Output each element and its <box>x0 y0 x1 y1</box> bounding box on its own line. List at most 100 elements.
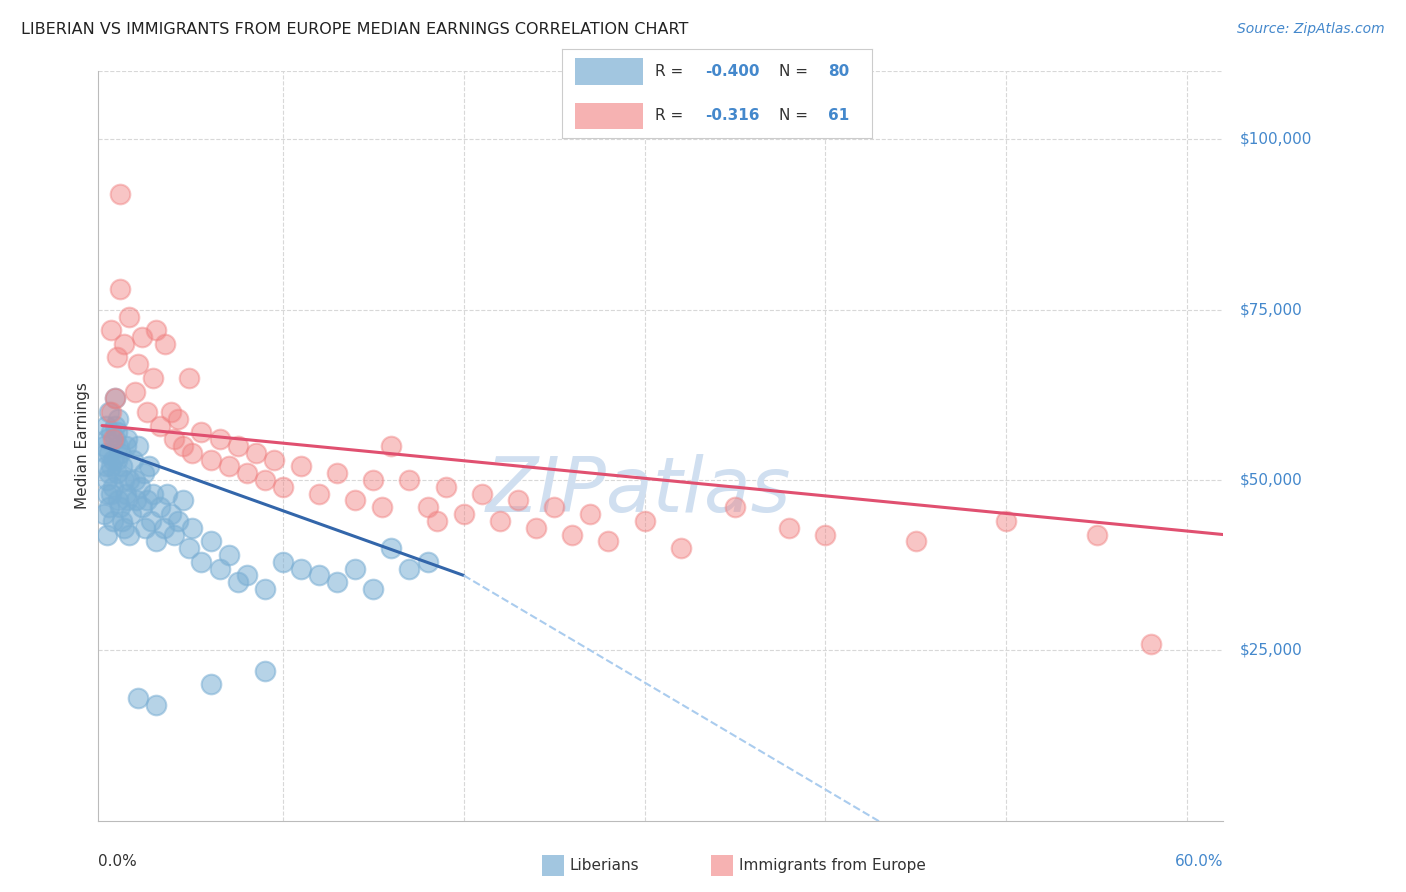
Point <box>94 446 117 460</box>
Text: 61: 61 <box>828 109 849 123</box>
Point <box>253 582 276 596</box>
Point <box>226 575 249 590</box>
Point <box>226 439 249 453</box>
Point <box>426 514 449 528</box>
Point <box>471 486 494 500</box>
Point <box>142 371 165 385</box>
Point <box>104 392 127 406</box>
Text: R =: R = <box>655 64 689 78</box>
Point <box>117 432 139 446</box>
Point <box>149 500 172 515</box>
Point <box>271 480 294 494</box>
Point <box>235 467 257 481</box>
Point <box>139 514 162 528</box>
Point <box>121 452 143 467</box>
Point <box>101 452 124 467</box>
Point <box>434 480 457 494</box>
Point <box>561 527 583 541</box>
Text: 80: 80 <box>828 64 849 78</box>
Point <box>96 527 118 541</box>
Point <box>1140 636 1163 650</box>
Point <box>104 418 127 433</box>
Text: N =: N = <box>779 64 813 78</box>
Point <box>271 555 294 569</box>
Point <box>100 459 122 474</box>
Point <box>152 521 174 535</box>
FancyBboxPatch shape <box>711 855 733 876</box>
Point <box>100 323 122 337</box>
Point <box>416 555 439 569</box>
Point <box>125 493 148 508</box>
Point <box>98 405 121 419</box>
Point <box>101 432 124 446</box>
Point <box>344 493 367 508</box>
Point <box>778 521 800 535</box>
Point <box>145 323 167 337</box>
Point <box>543 500 565 515</box>
Point <box>156 486 179 500</box>
Point <box>598 534 620 549</box>
Point <box>93 439 115 453</box>
FancyBboxPatch shape <box>575 103 643 129</box>
Point <box>129 480 152 494</box>
Point <box>181 446 204 460</box>
Point <box>105 452 128 467</box>
Point <box>524 521 547 535</box>
Point <box>398 561 420 575</box>
Point <box>200 534 222 549</box>
Point <box>114 486 136 500</box>
FancyBboxPatch shape <box>543 855 564 876</box>
Point <box>101 514 124 528</box>
Text: Liberians: Liberians <box>569 858 640 872</box>
Point <box>371 500 394 515</box>
Point <box>104 392 127 406</box>
Point <box>344 561 367 575</box>
Point <box>105 467 128 481</box>
Point <box>416 500 439 515</box>
Point <box>136 405 159 419</box>
Point <box>108 446 131 460</box>
Point <box>100 486 122 500</box>
Point <box>506 493 529 508</box>
Point <box>190 555 212 569</box>
Point <box>253 664 276 678</box>
Text: $75,000: $75,000 <box>1240 302 1303 318</box>
Point <box>145 534 167 549</box>
Point <box>134 521 156 535</box>
Point <box>263 452 285 467</box>
Text: -0.400: -0.400 <box>704 64 759 78</box>
Text: Immigrants from Europe: Immigrants from Europe <box>740 858 927 872</box>
Point <box>118 310 141 324</box>
Point <box>177 541 200 556</box>
Point <box>579 507 602 521</box>
Point <box>200 452 222 467</box>
Point <box>101 480 124 494</box>
Point <box>669 541 692 556</box>
Point <box>172 439 194 453</box>
Point <box>105 351 128 365</box>
Point <box>142 486 165 500</box>
Point <box>118 473 141 487</box>
Point <box>94 459 117 474</box>
Point <box>96 432 118 446</box>
Text: $100,000: $100,000 <box>1240 132 1312 147</box>
Point <box>361 473 384 487</box>
Point <box>107 493 129 508</box>
Point <box>104 432 127 446</box>
Point <box>127 691 149 706</box>
Point <box>111 514 134 528</box>
Point <box>145 698 167 712</box>
Point <box>155 336 177 351</box>
Text: 0.0%: 0.0% <box>98 855 138 870</box>
Point <box>100 425 122 440</box>
Point <box>633 514 655 528</box>
Point <box>453 507 475 521</box>
Point <box>380 541 402 556</box>
Point <box>117 493 139 508</box>
Point <box>132 467 155 481</box>
Point <box>112 336 135 351</box>
Point <box>107 411 129 425</box>
Point <box>245 446 267 460</box>
Point <box>96 486 118 500</box>
Point <box>904 534 927 549</box>
